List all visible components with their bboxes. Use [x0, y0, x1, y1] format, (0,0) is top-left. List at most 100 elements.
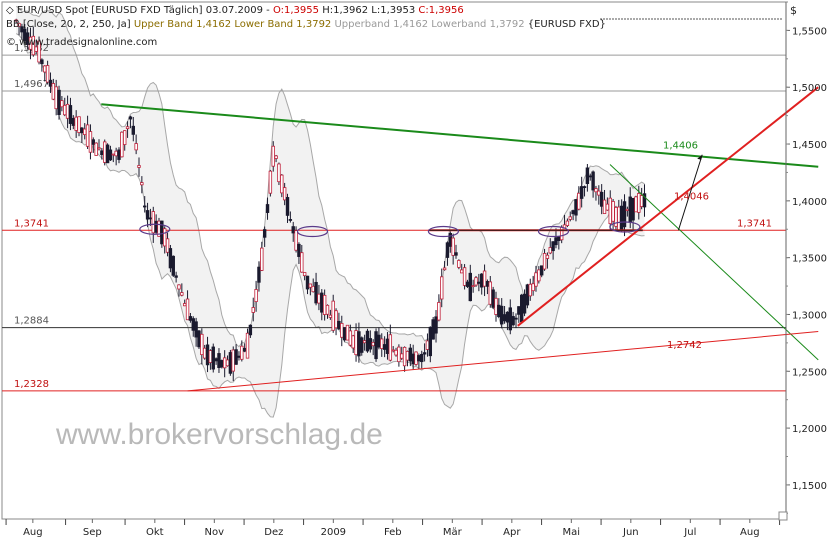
candle-body [534, 272, 538, 287]
candle-body [602, 199, 607, 215]
candle-body [217, 353, 221, 368]
candle-body [445, 242, 450, 258]
symbol-text: {EURUSD FXD} [528, 19, 606, 30]
candle-body [120, 131, 124, 158]
candle-body [300, 252, 304, 273]
candle-body [528, 283, 532, 297]
candle-body [357, 331, 361, 357]
candle-body [440, 276, 444, 300]
candle-body [271, 145, 275, 167]
candle-body [100, 150, 104, 156]
candle-body [437, 302, 441, 321]
candle-body [571, 210, 575, 215]
candle-body [405, 351, 410, 361]
scroll-box-icon[interactable] [778, 511, 788, 521]
candle-body [288, 219, 293, 221]
candle-body [117, 149, 121, 160]
candle-body [345, 324, 350, 341]
candle-body [251, 307, 255, 313]
candle-body [257, 266, 261, 283]
x-tick-label: Apr [503, 527, 521, 538]
candle-body [234, 349, 238, 365]
candle-body [311, 285, 315, 293]
candle-body [91, 139, 96, 145]
candle-body [208, 350, 213, 363]
candle-body [574, 199, 578, 216]
candle-body [320, 292, 324, 313]
x-tick-label: Aug [740, 527, 760, 538]
candle-body [51, 83, 56, 100]
candle-body [17, 22, 21, 27]
trendline-red-support [187, 331, 819, 392]
candle-body [557, 236, 561, 241]
candle-body [494, 297, 498, 315]
candle-body [294, 230, 298, 251]
candle-body [377, 334, 381, 348]
candle-body [125, 126, 130, 130]
candle-body [420, 353, 424, 363]
candle-body [454, 252, 458, 256]
y-tick-label: 1,5000 [792, 83, 827, 94]
candle-body [380, 338, 384, 349]
candle-body [642, 193, 647, 208]
candle-body [337, 320, 341, 330]
candle-body [551, 241, 555, 252]
candle-body [254, 289, 258, 303]
candle-body [477, 281, 481, 284]
y-tick-label: 1,3000 [792, 310, 827, 321]
candle-body [522, 293, 527, 314]
currency-label: $ [790, 4, 797, 17]
candle-body [97, 147, 101, 150]
candle-body [191, 318, 195, 331]
candle-body [554, 237, 558, 246]
candle-body [639, 195, 644, 207]
candle-body [474, 277, 478, 286]
candle-body [599, 191, 604, 207]
candle-body [585, 167, 590, 184]
low-value: L:1,3953 [371, 5, 415, 16]
candle-body [397, 346, 401, 363]
x-tick-label: Jun [622, 527, 639, 538]
close-value: C:1,3956 [418, 5, 463, 16]
candle-body [488, 281, 492, 305]
source-text: © www.tradesignalonline.com [6, 37, 157, 48]
candle-body [322, 294, 327, 315]
candle-body [242, 347, 247, 352]
candle-body [619, 205, 624, 230]
candle-body [291, 226, 295, 234]
candle-body [568, 216, 572, 220]
candle-body [228, 352, 233, 374]
upper-band-value: Upper Band 1,4162 [134, 19, 231, 30]
candle-body [143, 205, 147, 208]
candle-body [422, 352, 427, 355]
y-tick-label: 1,4000 [792, 197, 827, 208]
level-label-2: 1,3741 [14, 218, 49, 229]
target-arrow-line [677, 154, 703, 231]
candle-body [211, 346, 215, 370]
candle-body [354, 330, 358, 356]
candle-body [40, 59, 44, 65]
candle-body [214, 358, 218, 362]
bb-settings: BB [Close, 20, 2, 250, Ja] [6, 19, 134, 30]
candle-body [505, 311, 510, 323]
trendline-red-uptrend [517, 86, 819, 327]
candle-body [200, 333, 204, 356]
x-axis: Aug Sep Okt Nov Dez 2009 Feb Mär Apr Mai Jun Jul Aug [5, 519, 781, 538]
candle-body [480, 273, 484, 288]
annotations: 1,4406 1,4046 1,2742 1,3741 [663, 141, 772, 351]
candle-body [71, 118, 76, 126]
candle-body [85, 124, 90, 147]
open-value: O:1,3955 [273, 5, 319, 16]
candle-body [414, 351, 418, 365]
candle-body [491, 289, 495, 308]
x-tick-label: Jul [683, 527, 696, 538]
candle-body [508, 307, 512, 331]
candle-body [45, 65, 50, 83]
candle-body [237, 355, 241, 358]
x-tick-label: 2009 [321, 527, 346, 538]
candle-body [502, 314, 507, 322]
candle-body [371, 341, 375, 347]
x-tick-label: Mär [443, 527, 463, 538]
candle-body [425, 340, 430, 350]
candle-body [591, 171, 595, 191]
